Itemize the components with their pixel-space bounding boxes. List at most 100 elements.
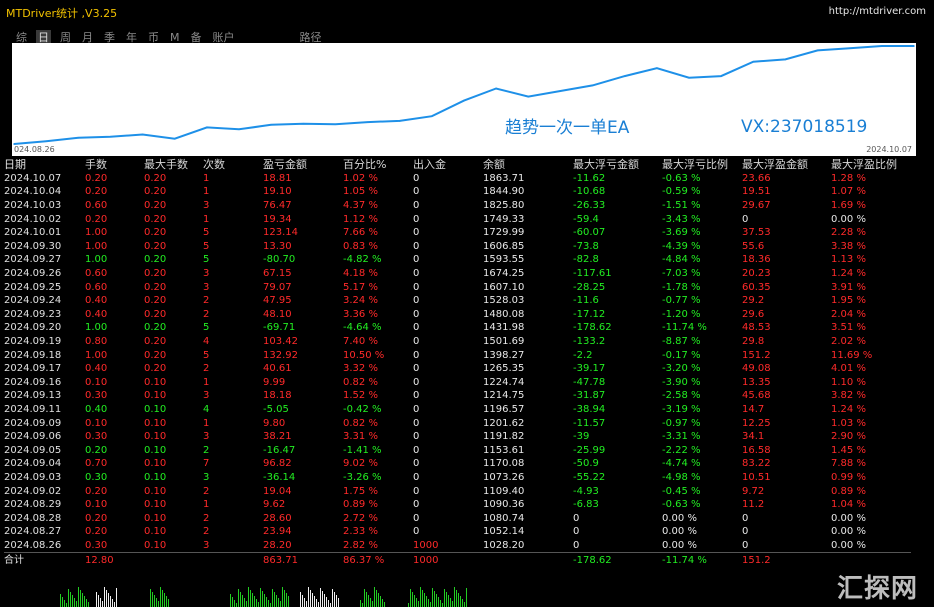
equity-point xyxy=(913,45,915,47)
table-cell: -1.20 % xyxy=(662,308,701,320)
table-row[interactable]: 2024.09.13 0.30 0.10 3 18.18 1.52 % 0 1214.75 -3… xyxy=(4,389,911,403)
table-row[interactable]: 2024.08.29 0.10 0.10 1 9.62 0.89 % 0 1090.36 -6.… xyxy=(4,498,911,512)
table-row[interactable]: 2024.08.28 0.20 0.10 2 28.60 2.72 % 0 1080.74 0 0… xyxy=(4,511,911,525)
histogram-bar xyxy=(236,603,237,607)
table-cell: 5 xyxy=(203,240,210,252)
table-cell: 3.32 % xyxy=(343,363,378,375)
table-row[interactable]: 2024.09.17 0.40 0.20 2 40.61 3.32 % 0 1265.35 -3… xyxy=(4,362,911,376)
table-row[interactable]: 2024.09.04 0.70 0.10 7 96.82 9.02 % 0 1170.08 -5… xyxy=(4,457,911,471)
app-title: MTDriver统计 ,V3.25 xyxy=(6,7,118,20)
histogram-bar xyxy=(234,600,235,607)
tab-1[interactable]: 日 xyxy=(36,30,51,45)
tab-3[interactable]: 月 xyxy=(82,31,93,44)
table-cell: 0.89 % xyxy=(831,485,866,497)
histogram-bar xyxy=(112,599,113,607)
histogram-bar xyxy=(64,600,65,607)
table-cell: 0.10 xyxy=(144,417,167,429)
table-row[interactable]: 2024.09.19 0.80 0.20 4 103.42 7.40 % 0 1501.69 -… xyxy=(4,335,911,349)
histogram-bar xyxy=(316,599,317,607)
table-cell: 0 xyxy=(413,471,420,483)
histogram-bar xyxy=(360,600,361,607)
table-cell: 7.66 % xyxy=(343,227,378,239)
table-row[interactable]: 2024.10.07 0.20 0.20 1 18.81 1.02 % 0 1863.71 -1… xyxy=(4,172,911,186)
table-cell: 2.90 % xyxy=(831,431,866,443)
table-row[interactable]: 2024.09.11 0.40 0.10 4 -5.05 -0.42 % 0 1196.57 -… xyxy=(4,403,911,417)
table-cell: 0 xyxy=(413,254,420,266)
table-cell: 1.00 xyxy=(85,349,108,361)
table-row[interactable]: 2024.09.09 0.10 0.10 1 9.80 0.82 % 0 1201.62 -11… xyxy=(4,416,911,430)
table-cell: 0.00 % xyxy=(831,526,866,538)
tab-5[interactable]: 年 xyxy=(126,31,137,44)
table-row[interactable]: 2024.09.06 0.30 0.10 3 38.21 3.31 % 0 1191.82 -3… xyxy=(4,430,911,444)
histogram-bar xyxy=(88,602,89,607)
table-cell: 0 xyxy=(413,403,420,415)
table-cell: 151.2 xyxy=(742,349,771,361)
table-cell: 1825.80 xyxy=(483,200,525,212)
table-cell: 0.82 % xyxy=(343,376,378,388)
table-row[interactable]: 2024.10.02 0.20 0.20 1 19.34 1.12 % 0 1749.33 -5… xyxy=(4,212,911,226)
table-cell: 2.82 % xyxy=(343,539,378,551)
tab-4[interactable]: 季 xyxy=(104,31,115,44)
table-cell: 123.14 xyxy=(263,227,298,239)
table-cell: 0 xyxy=(413,295,420,307)
table-cell: 0.20 xyxy=(144,336,167,348)
histogram-bar xyxy=(74,598,75,607)
table-row[interactable]: 2024.09.18 1.00 0.20 5 132.92 10.50 % 0 1398.27… xyxy=(4,348,911,362)
table-cell: 2024.09.09 xyxy=(4,417,62,429)
table-row[interactable]: 2024.09.20 1.00 0.20 5 -69.71 -4.64 % 0 1431.98… xyxy=(4,321,911,335)
tab-7[interactable]: M xyxy=(170,31,180,44)
table-row[interactable]: 2024.10.01 1.00 0.20 5 123.14 7.66 % 0 1729.99 -… xyxy=(4,226,911,240)
table-row[interactable]: 2024.09.02 0.20 0.10 2 19.04 1.75 % 0 1109.40 -4… xyxy=(4,484,911,498)
table-cell: 0.20 xyxy=(144,186,167,198)
table-row[interactable]: 2024.09.23 0.40 0.20 2 48.10 3.36 % 0 1480.08 -1… xyxy=(4,308,911,322)
table-cell: 0.10 xyxy=(144,471,167,483)
table-cell: 14.7 xyxy=(742,403,765,415)
header-cell: 出入金 xyxy=(413,158,446,172)
table-cell: 0 xyxy=(413,281,420,293)
table-row[interactable]: 2024.09.16 0.10 0.10 1 9.99 0.82 % 0 1224.74 -47… xyxy=(4,376,911,390)
table-row[interactable]: 2024.09.27 1.00 0.20 5 -80.70 -4.82 % 0 1593.55… xyxy=(4,253,911,267)
app-url-link[interactable]: http://mtdriver.com xyxy=(828,6,926,17)
table-row[interactable]: 2024.09.24 0.40 0.20 2 47.95 3.24 % 0 1528.03 -1… xyxy=(4,294,911,308)
tab-2[interactable]: 周 xyxy=(60,31,71,44)
table-row[interactable]: 2024.10.03 0.60 0.20 3 76.47 4.37 % 0 1825.80 -2… xyxy=(4,199,911,213)
table-row[interactable]: 2024.09.03 0.30 0.10 3 -36.14 -3.26 % 0 1073.26… xyxy=(4,471,911,485)
table-cell: -26.33 xyxy=(573,200,606,212)
histogram-bar xyxy=(416,598,417,607)
header-cell: 最大浮亏金额 xyxy=(573,158,639,172)
table-cell: 0 xyxy=(413,200,420,212)
table-cell: 1.10 % xyxy=(831,376,866,388)
table-cell: 2024.09.16 xyxy=(4,376,62,388)
table-row[interactable]: 2024.09.30 1.00 0.20 5 13.30 0.83 % 0 1606.85 -7… xyxy=(4,240,911,254)
table-cell: 3 xyxy=(203,431,210,443)
histogram-bar xyxy=(450,598,451,607)
table-cell: 1170.08 xyxy=(483,458,525,470)
tab-6[interactable]: 币 xyxy=(148,31,159,44)
tab-8[interactable]: 备 xyxy=(190,31,202,44)
histogram-bar xyxy=(152,592,153,607)
histogram-bar xyxy=(338,598,339,607)
table-cell: 0 xyxy=(413,240,420,252)
table-cell: 13.30 xyxy=(263,240,292,252)
tab-0[interactable]: 综 xyxy=(16,31,27,44)
table-row[interactable]: 2024.09.25 0.60 0.20 3 79.07 5.17 % 0 1607.10 -2… xyxy=(4,280,911,294)
table-cell: 2024.09.06 xyxy=(4,431,62,443)
table-row[interactable]: 2024.08.27 0.20 0.10 2 23.94 2.33 % 0 1052.14 0 0… xyxy=(4,525,911,539)
table-cell: 0 xyxy=(413,227,420,239)
table-cell: 0.10 xyxy=(144,499,167,511)
table-cell: 20.23 xyxy=(742,268,771,280)
tab-9[interactable]: 账户 xyxy=(212,31,235,44)
header-cell: 日期 xyxy=(4,158,26,172)
tab-10[interactable]: 路径 xyxy=(299,31,322,44)
table-row[interactable]: 2024.09.26 0.60 0.20 3 67.15 4.18 % 0 1674.25 -1… xyxy=(4,267,911,281)
table-cell: 2024.09.25 xyxy=(4,281,62,293)
equity-point xyxy=(881,45,883,47)
table-cell: -38.94 xyxy=(573,403,606,415)
header-cell: 最大浮盈比例 xyxy=(831,158,897,172)
table-header-row: 日期 手数 最大手数 次数 盈亏金额 百分比% 出入金 余额 最大浮亏金额 最大浮亏比例 最大浮盈金… xyxy=(4,158,911,172)
table-row[interactable]: 2024.09.05 0.20 0.10 2 -16.47 -1.41 % 0 1153.61… xyxy=(4,443,911,457)
table-cell: 9.72 xyxy=(742,485,765,497)
table-row[interactable]: 2024.08.26 0.30 0.10 3 28.20 2.82 % 1000 1028.2… xyxy=(4,539,911,553)
table-row[interactable]: 2024.10.04 0.20 0.20 1 19.10 1.05 % 0 1844.90 -1… xyxy=(4,185,911,199)
histogram-bar xyxy=(110,596,111,607)
